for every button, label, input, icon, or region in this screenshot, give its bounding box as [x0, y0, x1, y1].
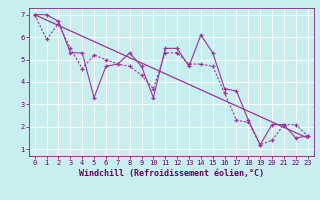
X-axis label: Windchill (Refroidissement éolien,°C): Windchill (Refroidissement éolien,°C): [79, 169, 264, 178]
